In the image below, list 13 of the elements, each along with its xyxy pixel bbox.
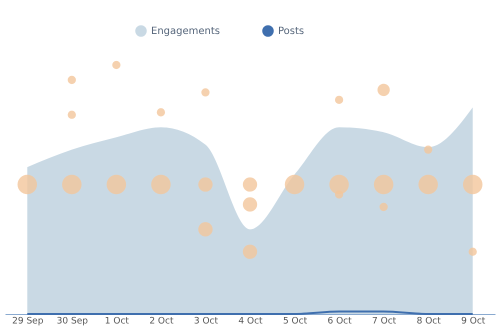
x-tick-label: 6 Oct [328,316,352,326]
x-tick-label: 8 Oct [416,316,442,326]
x-tick-label: 5 Oct [282,316,308,326]
x-tick-label: 1 Oct [104,316,130,326]
legend-label: Engagements [151,26,220,37]
x-tick-label: 7 Oct [372,316,397,326]
x-tick-label: 2 Oct [149,316,174,326]
x-tick-label: 9 Oct [461,316,486,326]
x-tick-label: 3 Oct [194,316,218,326]
x-tick-label: 29 Sep [12,316,44,326]
x-tick-label: 30 Sep [56,316,88,326]
x-tick-label: 4 Oct [238,316,264,326]
legend-label: Posts [278,26,304,37]
